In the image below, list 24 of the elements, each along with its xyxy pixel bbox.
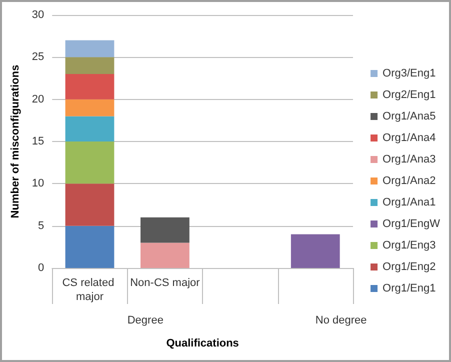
legend-label: Org1/Ana5 [382, 110, 436, 122]
legend-label: Org1/EngW [382, 218, 441, 230]
legend-label: Org1/Ana3 [382, 154, 436, 166]
legend-label: Org2/Eng1 [382, 89, 436, 101]
x-tick-label: CS related major [62, 277, 118, 303]
x-tick-label: Non-CS major [130, 277, 200, 289]
y-tick-label: 10 [32, 178, 44, 190]
legend-label: Org1/Eng1 [382, 282, 436, 294]
y-tick-label: 0 [38, 262, 44, 274]
y-tick-label: 30 [32, 9, 44, 21]
legend-label: Org3/Eng1 [382, 68, 436, 80]
legend-label: Org1/Eng2 [382, 261, 436, 273]
y-tick-label: 20 [32, 93, 44, 106]
y-tick-label: 25 [32, 51, 44, 64]
legend-label: Org1/Ana2 [382, 175, 436, 187]
text: Degree [127, 314, 164, 326]
y-tick-label: 15 [32, 136, 44, 148]
legend-label: Org1/Eng3 [382, 240, 436, 252]
y-tick-label: 5 [38, 220, 44, 232]
legend-label: Org1/Ana1 [382, 196, 436, 208]
x-axis-title: Qualifications [166, 338, 239, 350]
text: No degree [315, 314, 367, 326]
y-axis-title: Number of misconfigurations [10, 64, 22, 218]
legend-label: Org1/Ana4 [382, 132, 436, 144]
